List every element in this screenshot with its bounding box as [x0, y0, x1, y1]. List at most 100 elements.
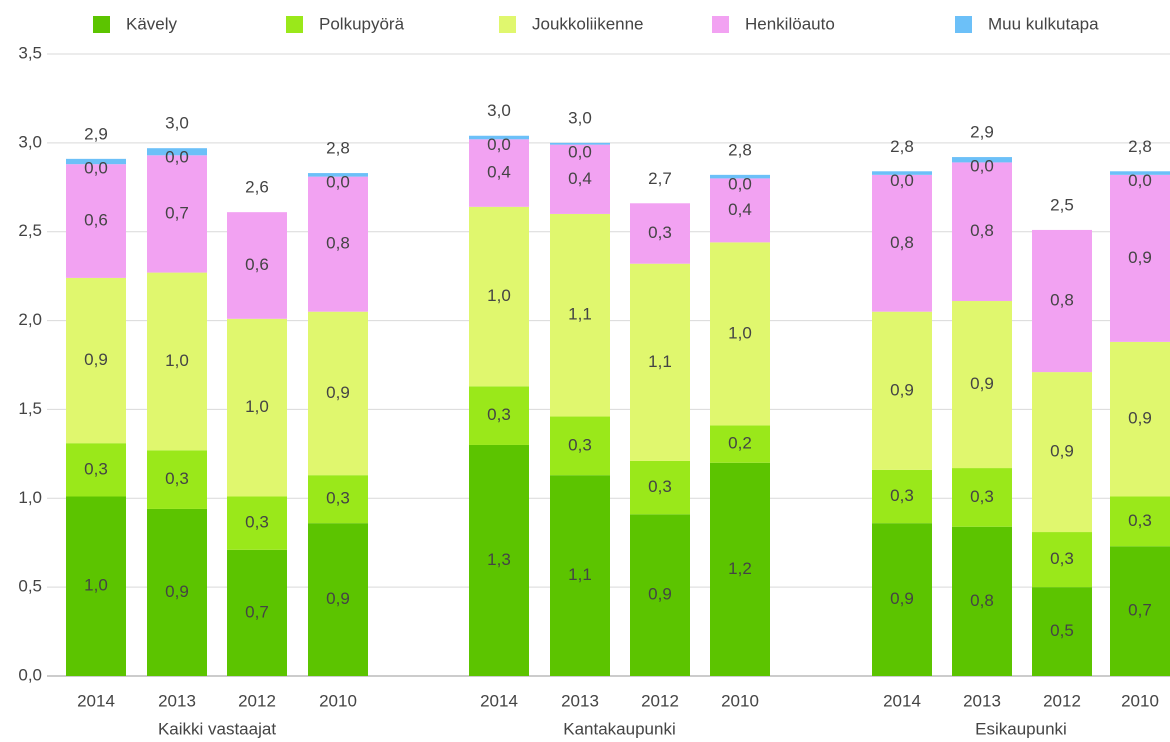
y-tick-label: 1,0	[18, 488, 42, 507]
bar-segment	[710, 242, 770, 426]
data-label: 1,3	[487, 550, 511, 569]
data-label: 0,4	[728, 200, 752, 219]
data-label: 0,2	[728, 434, 752, 453]
data-label: 0,3	[568, 435, 592, 454]
data-label: 0,9	[648, 585, 672, 604]
bar-segment	[147, 450, 207, 509]
total-label: 2,7	[648, 169, 672, 188]
bar-segment	[952, 526, 1012, 676]
bar-segment	[308, 311, 368, 476]
bar-segment	[872, 311, 932, 470]
bar-segment	[308, 475, 368, 524]
data-label: 0,0	[326, 173, 350, 192]
bar-segment	[710, 174, 770, 179]
bar-segment	[872, 469, 932, 524]
bar-segment	[1032, 532, 1092, 588]
bar-segment	[710, 462, 770, 676]
x-tick-label: 2012	[238, 691, 276, 710]
legend-label: Muu kulkutapa	[988, 14, 1099, 33]
total-label: 3,0	[165, 114, 189, 133]
x-tick-label: 2014	[77, 691, 115, 710]
total-label: 3,0	[487, 101, 511, 120]
data-label: 0,3	[648, 223, 672, 242]
data-label: 0,9	[326, 383, 350, 402]
y-tick-label: 3,5	[18, 43, 42, 62]
bar-segment	[872, 171, 932, 175]
bar-segment	[550, 213, 610, 417]
bar-segment	[710, 425, 770, 463]
data-label: 0,7	[1128, 601, 1152, 620]
legend-label: Polkupyörä	[319, 14, 405, 33]
total-label: 2,8	[728, 140, 752, 159]
data-label: 0,9	[890, 380, 914, 399]
data-label: 0,7	[165, 203, 189, 222]
x-tick-label: 2013	[963, 691, 1001, 710]
data-label: 0,0	[890, 171, 914, 190]
data-label: 0,8	[326, 234, 350, 253]
bar-segment	[952, 468, 1012, 527]
data-label: 0,0	[1128, 171, 1152, 190]
bar-segment	[147, 272, 207, 451]
bar-segment	[1110, 171, 1170, 175]
data-label: 0,4	[487, 163, 511, 182]
data-label: 0,8	[890, 233, 914, 252]
data-label: 0,9	[1128, 409, 1152, 428]
bar-segment	[550, 142, 610, 145]
data-label: 0,3	[84, 459, 108, 478]
data-label: 0,9	[326, 589, 350, 608]
total-label: 3,0	[568, 108, 592, 127]
total-label: 2,9	[970, 123, 994, 142]
bar-segment	[550, 475, 610, 676]
data-label: 0,0	[487, 135, 511, 154]
data-label: 1,0	[728, 323, 752, 342]
x-tick-label: 2010	[319, 691, 357, 710]
bar-segment	[469, 386, 529, 445]
bar-segment	[630, 514, 690, 676]
bar-segment	[308, 523, 368, 676]
y-tick-label: 1,5	[18, 399, 42, 418]
bar-segment	[1110, 496, 1170, 547]
x-tick-label: 2010	[1121, 691, 1159, 710]
legend-swatch	[955, 16, 972, 33]
bar-segment	[469, 444, 529, 676]
data-label: 0,3	[890, 486, 914, 505]
data-label: 1,1	[568, 565, 592, 584]
total-label: 2,9	[84, 124, 108, 143]
data-label: 0,0	[970, 157, 994, 176]
data-label: 0,5	[1050, 621, 1074, 640]
bar-segment	[952, 162, 1012, 302]
bar-segment	[1110, 546, 1170, 676]
bar-segment	[952, 301, 1012, 469]
data-label: 1,0	[165, 351, 189, 370]
data-label: 1,1	[648, 352, 672, 371]
x-tick-label: 2012	[1043, 691, 1081, 710]
y-tick-label: 3,0	[18, 132, 42, 151]
bar-segment	[147, 508, 207, 676]
data-label: 0,9	[84, 350, 108, 369]
data-label: 0,9	[1050, 442, 1074, 461]
x-tick-label: 2014	[883, 691, 921, 710]
bar-segment	[469, 206, 529, 387]
legend-swatch	[499, 16, 516, 33]
data-label: 0,3	[326, 489, 350, 508]
data-label: 0,3	[245, 513, 269, 532]
bar-segment	[550, 144, 610, 214]
bar-segment	[1032, 587, 1092, 676]
y-tick-label: 2,0	[18, 310, 42, 329]
legend-swatch	[93, 16, 110, 33]
y-tick-label: 2,5	[18, 221, 42, 240]
data-label: 0,0	[568, 142, 592, 161]
data-label: 0,3	[165, 469, 189, 488]
y-tick-label: 0,0	[18, 665, 42, 684]
total-label: 2,5	[1050, 195, 1074, 214]
bar-segment	[1110, 174, 1170, 342]
bar-segment	[308, 173, 368, 177]
x-tick-label: 2010	[721, 691, 759, 710]
group-label: Kantakaupunki	[563, 719, 675, 738]
data-label: 1,0	[487, 286, 511, 305]
total-label: 2,8	[326, 139, 350, 158]
total-label: 2,6	[245, 178, 269, 197]
data-label: 0,8	[1050, 291, 1074, 310]
data-label: 0,0	[84, 158, 108, 177]
bar-segment	[227, 496, 287, 550]
